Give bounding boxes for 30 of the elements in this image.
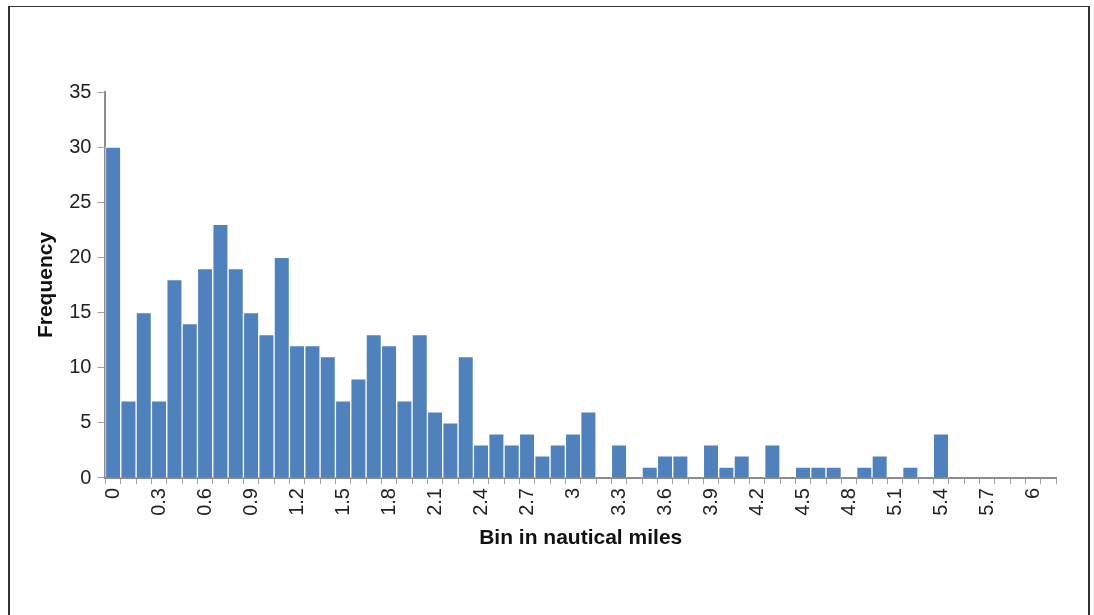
x-tick-label: 4.2 <box>744 488 767 516</box>
x-tick-label: 2.4 <box>468 488 491 516</box>
y-tick-label: 15 <box>69 300 92 323</box>
y-tick-label: 20 <box>69 244 92 267</box>
x-tick-label: 1.8 <box>376 488 399 516</box>
x-tick-label: 2.7 <box>514 488 537 516</box>
x-tick-label: 1.2 <box>284 488 307 516</box>
x-tick-label: 5.4 <box>928 488 951 516</box>
x-tick-label: 6 <box>1020 488 1043 500</box>
x-tick-label: 3.9 <box>698 488 721 516</box>
x-tick-label: 4.8 <box>836 488 859 516</box>
x-tick-label: 0.9 <box>238 488 261 516</box>
x-tick-label: 0.6 <box>192 488 215 516</box>
x-tick-label: 3.3 <box>606 488 629 516</box>
x-tick-label: 1.5 <box>330 488 353 516</box>
y-tick-label: 25 <box>69 189 92 212</box>
x-axis-title: Bin in nautical miles <box>479 525 683 549</box>
y-tick-label: 10 <box>69 355 92 378</box>
x-tick-label: 0 <box>100 488 123 500</box>
y-tick-label: 30 <box>69 134 92 157</box>
x-tick-label: 5.7 <box>974 488 997 516</box>
x-tick-label: 2.1 <box>422 488 445 516</box>
y-axis-title: Frequency <box>33 231 57 339</box>
y-tick-label: 5 <box>80 410 92 433</box>
x-tick-label: 0.3 <box>146 488 169 516</box>
x-tick-label: 3.6 <box>652 488 675 516</box>
x-tick-label: 4.5 <box>790 488 813 516</box>
y-tick-label: 35 <box>69 79 92 102</box>
x-tick-label: 5.1 <box>882 488 905 516</box>
x-tick-label: 3 <box>560 488 583 500</box>
